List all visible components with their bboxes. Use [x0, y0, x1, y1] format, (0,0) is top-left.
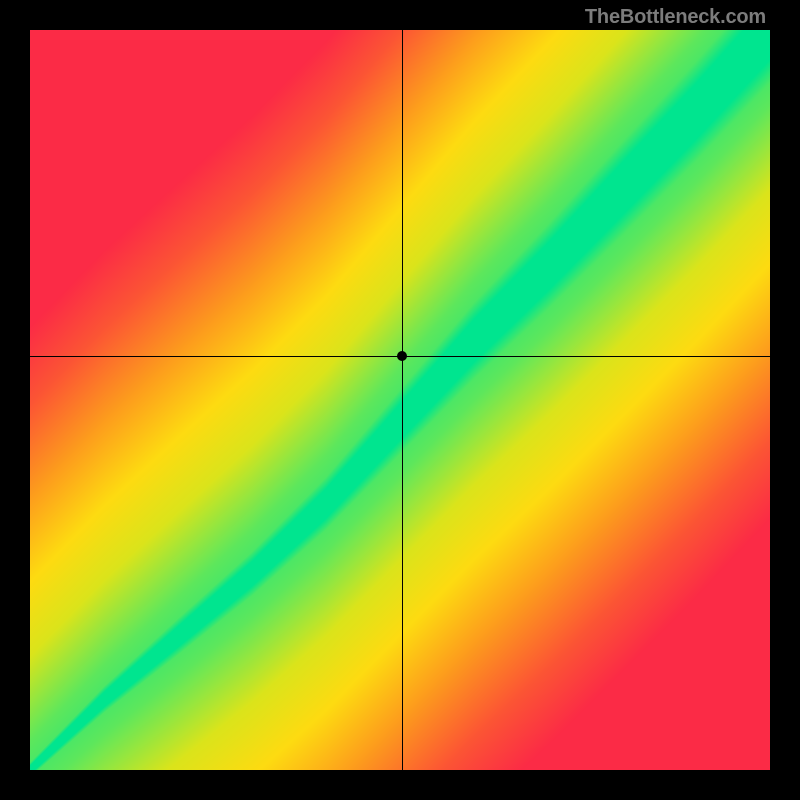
plot-area [30, 30, 770, 770]
bottleneck-heatmap [30, 30, 770, 770]
chart-frame: TheBottleneck.com [0, 0, 800, 800]
watermark-text: TheBottleneck.com [585, 6, 766, 29]
